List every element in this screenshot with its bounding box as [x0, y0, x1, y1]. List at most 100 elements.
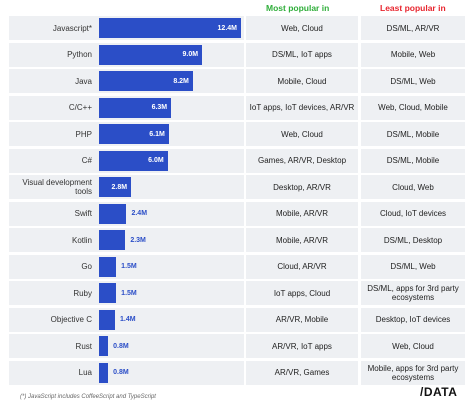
- language-label: Objective C: [50, 315, 92, 324]
- language-label: Rust: [75, 341, 92, 351]
- most-popular-cell: Mobile, AR/VR: [275, 235, 329, 245]
- row-band: [9, 228, 244, 252]
- table-row: C/C++ 6.3M IoT apps, IoT devices, AR/VR Web…: [0, 95, 474, 123]
- most-popular-cell: AR/VR, Mobile: [275, 315, 329, 324]
- table-row: Swift 2.4M Mobile, AR/VR Cloud, IoT devices: [0, 201, 474, 229]
- most-popular-cell: IoT apps, Cloud: [273, 288, 331, 298]
- bar-value-label: 0.8M: [113, 342, 129, 350]
- most-popular-cell: Web, Cloud: [281, 129, 323, 139]
- bar: [99, 18, 241, 38]
- row-band: [246, 122, 358, 146]
- bar: [99, 150, 168, 171]
- least-popular-cell: Web, Cloud: [392, 341, 434, 351]
- row-band: [9, 360, 244, 385]
- bar-value-label: 2.4M: [131, 210, 148, 217]
- least-popular-cell: DS/ML, Web: [390, 262, 436, 271]
- bar: [99, 309, 116, 330]
- row-band: [9, 201, 244, 226]
- least-popular-cell: DS/ML, AR/VR: [386, 23, 440, 33]
- language-label: PHP: [75, 129, 92, 139]
- least-popular-cell: Mobile, apps for 3rd party ecosystems: [367, 363, 459, 382]
- most-popular-cell: DS/ML, IoT apps: [272, 50, 332, 59]
- row-band: [9, 254, 244, 279]
- table-row: Java 8.2M Mobile, Cloud DS/ML, Web: [0, 69, 474, 96]
- bar: [99, 336, 109, 356]
- most-popular-header: Most popular in: [266, 3, 330, 13]
- language-label: Swift: [74, 209, 92, 218]
- language-label: Javascript*: [52, 23, 92, 33]
- most-popular-cell: Web, Cloud: [281, 23, 323, 33]
- row-band: [361, 360, 465, 385]
- row-band: [361, 122, 465, 146]
- language-label: Ruby: [73, 288, 92, 298]
- bar-value-label: 6.0M: [148, 157, 164, 164]
- least-popular-cell: DS/ML, apps for 3rd party ecosystems: [367, 284, 459, 302]
- language-label: Go: [81, 262, 92, 271]
- row-band: [246, 228, 358, 252]
- most-popular-cell: AR/VR, IoT apps: [272, 341, 332, 351]
- bar: [99, 124, 169, 144]
- row-band: [361, 254, 465, 279]
- bar-value-label: 1.4M: [120, 316, 136, 323]
- most-popular-cell: Cloud, AR/VR: [277, 262, 327, 271]
- row-band: [246, 42, 358, 67]
- row-band: [9, 281, 244, 305]
- language-label: Python: [67, 50, 92, 59]
- table-row: Lua 0.8M AR/VR, Games Mobile, apps for 3rd …: [0, 360, 474, 388]
- least-popular-cell: Mobile, Web: [390, 50, 436, 59]
- bar: [99, 203, 127, 224]
- bar: [99, 230, 126, 250]
- bar: [99, 44, 203, 65]
- row-band: [246, 254, 358, 279]
- table-row: PHP 6.1M Web, Cloud DS/ML, Mobile: [0, 122, 474, 149]
- most-popular-cell: Mobile, AR/VR: [275, 209, 329, 218]
- row-band: [246, 201, 358, 226]
- bar-value-label: 2.8M: [111, 183, 128, 191]
- row-band: [361, 175, 465, 199]
- row-band: [246, 148, 358, 173]
- bar-value-label: 6.3M: [151, 104, 168, 111]
- bar-value-label: 2.3M: [130, 236, 146, 244]
- most-popular-cell: Games, AR/VR, Desktop: [257, 156, 347, 165]
- least-popular-header: Least popular in: [380, 3, 446, 13]
- row-band: [361, 95, 465, 120]
- least-popular-cell: Web, Cloud, Mobile: [378, 103, 448, 112]
- language-label: Visual development tools: [22, 178, 92, 196]
- language-label: Lua: [78, 368, 92, 377]
- language-label: C#: [81, 156, 92, 165]
- row-band: [361, 334, 465, 358]
- row-band: [361, 69, 465, 93]
- least-popular-cell: DS/ML, Web: [390, 76, 436, 86]
- row-band: [361, 201, 465, 226]
- table-row: Python 9.0M DS/ML, IoT apps Mobile, Web: [0, 42, 474, 70]
- table-row: Visual development tools 2.8M Desktop, AR/…: [0, 175, 474, 202]
- least-popular-cell: DS/ML, Mobile: [386, 129, 440, 139]
- row-band: [246, 95, 358, 120]
- row-band: [361, 16, 465, 40]
- bar-value-label: 1.5M: [121, 263, 137, 270]
- row-band: [361, 42, 465, 67]
- bar: [99, 283, 117, 303]
- most-popular-cell: IoT apps, IoT devices, AR/VR: [249, 103, 355, 112]
- data-logo: /DATA: [420, 385, 458, 399]
- row-band: [246, 360, 358, 385]
- table-row: Objective C 1.4M AR/VR, Mobile Desktop, IoT…: [0, 307, 474, 335]
- table-row: Rust 0.8M AR/VR, IoT apps Web, Cloud: [0, 334, 474, 361]
- row-band: [9, 334, 244, 358]
- bar-value-label: 9.0M: [182, 51, 199, 58]
- most-popular-cell: Mobile, Cloud: [277, 76, 327, 86]
- least-popular-cell: Cloud, IoT devices: [379, 209, 447, 218]
- row-band: [361, 228, 465, 252]
- row-band: [246, 334, 358, 358]
- row-band: [246, 307, 358, 332]
- bar: [99, 362, 109, 383]
- row-band: [361, 148, 465, 173]
- bar-value-label: 1.5M: [121, 289, 137, 297]
- row-band: [361, 307, 465, 332]
- table-row: Javascript* 12.4M Web, Cloud DS/ML, AR/VR: [0, 16, 474, 43]
- row-band: [246, 175, 358, 199]
- row-band: [246, 16, 358, 40]
- language-label: C/C++: [68, 103, 92, 112]
- bar: [99, 256, 117, 277]
- table-row: Go 1.5M Cloud, AR/VR DS/ML, Web: [0, 254, 474, 282]
